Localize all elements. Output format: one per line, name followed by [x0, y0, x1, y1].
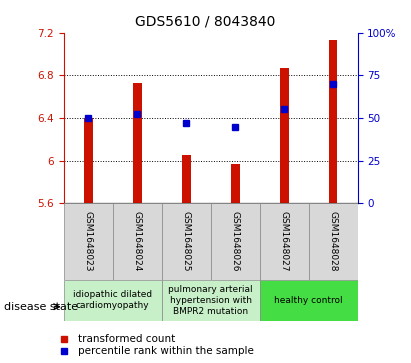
Text: transformed count: transformed count: [78, 334, 175, 344]
Bar: [211, 203, 260, 280]
Bar: [260, 203, 309, 280]
Text: GSM1648028: GSM1648028: [328, 211, 337, 272]
Text: healthy control: healthy control: [274, 296, 343, 305]
Bar: [64, 203, 113, 280]
Bar: [329, 40, 337, 203]
Bar: [133, 83, 141, 203]
Text: disease state: disease state: [4, 302, 78, 312]
Bar: [64, 280, 162, 321]
Text: GSM1648025: GSM1648025: [182, 211, 191, 272]
Bar: [84, 118, 92, 203]
Bar: [113, 203, 162, 280]
Text: GSM1648026: GSM1648026: [231, 211, 240, 272]
Text: percentile rank within the sample: percentile rank within the sample: [78, 346, 254, 356]
Bar: [162, 280, 260, 321]
Text: pulmonary arterial
hypertension with
BMPR2 mutation: pulmonary arterial hypertension with BMP…: [169, 285, 253, 316]
Text: GDS5610 / 8043840: GDS5610 / 8043840: [135, 15, 276, 29]
Text: idiopathic dilated
cardiomyopathy: idiopathic dilated cardiomyopathy: [73, 290, 152, 310]
Text: GSM1648027: GSM1648027: [279, 211, 289, 272]
Bar: [231, 164, 240, 203]
Text: GSM1648023: GSM1648023: [84, 211, 93, 272]
Bar: [182, 155, 191, 203]
Bar: [309, 203, 358, 280]
Text: GSM1648024: GSM1648024: [133, 211, 142, 272]
Bar: [280, 68, 289, 203]
Bar: [260, 280, 358, 321]
Bar: [162, 203, 211, 280]
